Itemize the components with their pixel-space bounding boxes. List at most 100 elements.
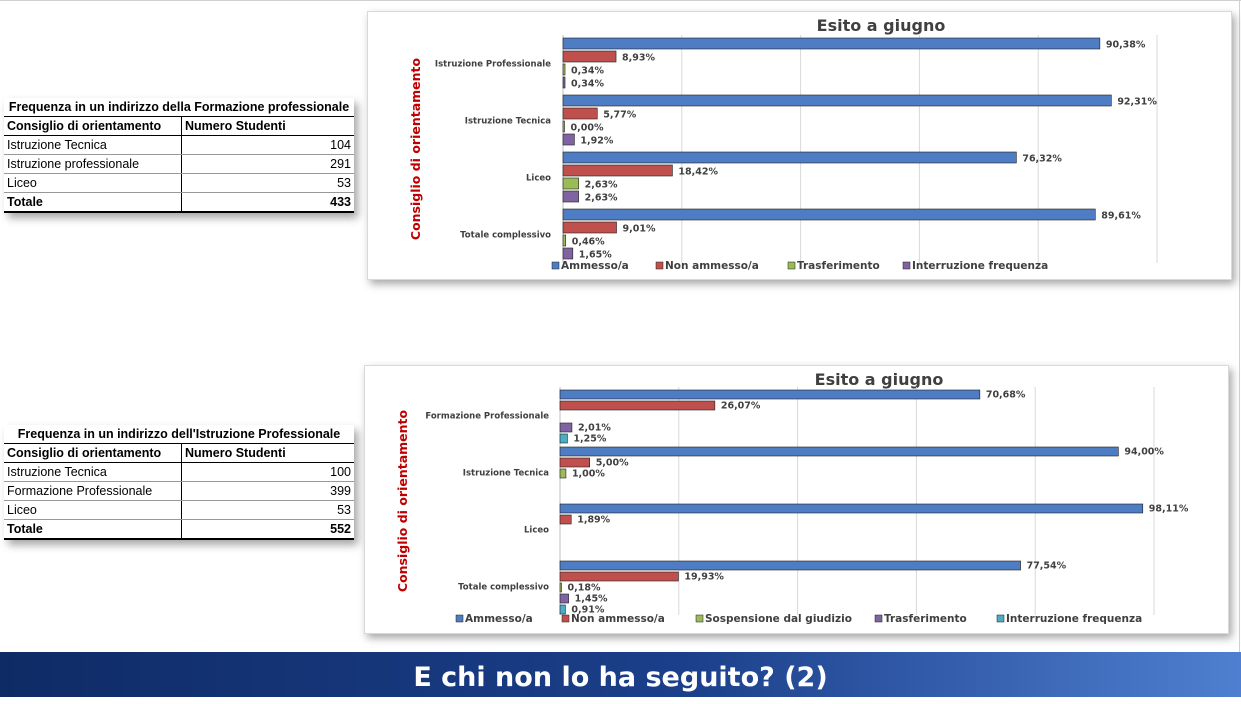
legend-label: Ammesso/a [465,613,533,625]
data-label: 1,00% [572,469,605,480]
category-label: Istruzione Professionale [435,60,551,70]
legend-label: Non ammesso/a [665,260,759,272]
bar-interruzione-frequenza [562,76,566,89]
data-label: 0,91% [571,605,604,616]
column-header-consiglio: Consiglio di orientamento [4,443,182,463]
legend-label: Ammesso/a [561,260,629,272]
bar-sospensione-dal-giudizio [559,582,562,593]
table-row: Liceo 53 [4,500,354,520]
bar-ammesso-a [559,389,981,400]
bar-trasferimento [562,63,566,76]
legend-label: Non ammesso/a [571,613,665,625]
table-total-row: Totale 552 [4,519,354,540]
data-label: 2,01% [578,423,611,434]
bar-ammesso-a [559,503,1144,514]
bar-non-ammesso-a [562,50,617,63]
chart-esito-formazione: Esito a giugno Consiglio di orientamento I… [367,11,1232,280]
table-row: Formazione Professionale 399 [4,481,354,501]
bar-non-ammesso-a [559,514,572,525]
legend-swatch-interruzione-frequenza [902,261,911,270]
row-label: Liceo [4,173,182,193]
row-value: 53 [181,173,354,193]
table-row: Istruzione Tecnica 100 [4,462,354,482]
slide-title: E chi non lo ha seguito? (2) [413,662,828,693]
bar-non-ammesso-a [559,400,716,411]
row-label: Formazione Professionale [4,481,182,501]
legend-swatch-interruzione-frequenza [996,614,1005,623]
column-header-numero: Numero Studenti [181,116,354,136]
row-value: 291 [181,154,354,174]
data-label: 2,63% [585,180,618,191]
category-label: Totale complessivo [460,231,551,241]
data-label: 8,93% [622,53,655,64]
bar-trasferimento [562,234,567,247]
data-label: 89,61% [1101,211,1141,222]
data-label: 94,00% [1124,447,1164,458]
table-total-row: Totale 433 [4,192,354,213]
slide-top-border [0,0,1241,1]
bar-interruzione-frequenza [562,247,574,260]
data-label: 1,92% [580,136,613,147]
data-label: 0,18% [568,583,601,594]
bar-sospensione-dal-giudizio [559,468,567,479]
legend-swatch-trasferimento [874,614,883,623]
bar-trasferimento [559,593,569,604]
bar-non-ammesso-a [562,221,617,234]
column-header-consiglio: Consiglio di orientamento [4,116,182,136]
table-row: Istruzione professionale 291 [4,154,354,174]
data-label: 19,93% [684,572,724,583]
chart-svg: Esito a giugno Consiglio di orientamento F… [395,370,1189,625]
frequency-table-istruzione-professionale: Frequenza in un indirizzo dell'Istruzion… [4,425,354,540]
bar-non-ammesso-a [559,571,679,582]
chart-title: Esito a giugno [817,16,946,35]
bar-ammesso-a [559,446,1119,457]
data-label: 1,89% [577,515,610,526]
bar-ammesso-a [559,560,1021,571]
legend-swatch-ammesso-a [551,261,560,270]
legend-swatch-trasferimento [787,261,796,270]
legend-label: Sospensione dal giudizio [705,613,852,625]
legend-label: Trasferimento [797,260,880,272]
bar-ammesso-a [562,94,1112,107]
data-label: 90,38% [1106,40,1146,51]
row-label: Istruzione Tecnica [4,135,182,155]
frequency-table-formazione: Frequenza in un indirizzo della Formazio… [4,98,354,213]
legend-swatch-ammesso-a [455,614,464,623]
table-title: Frequenza in un indirizzo della Formazio… [4,98,354,117]
bar-interruzione-frequenza [559,604,566,615]
data-label: 18,42% [678,167,718,178]
data-label: 5,77% [603,110,636,121]
data-label: 70,68% [986,390,1026,401]
footer-banner: E chi non lo ha seguito? (2) [0,652,1241,697]
bar-trasferimento [562,177,579,190]
category-label: Formazione Professionale [425,412,549,422]
legend-swatch-non-ammesso-a [561,614,570,623]
total-value: 552 [181,519,354,540]
data-label: 1,65% [579,250,612,261]
column-header-numero: Numero Studenti [181,443,354,463]
table-row: Liceo 53 [4,173,354,193]
row-label: Liceo [4,500,182,520]
data-label: 76,32% [1022,154,1062,165]
bar-interruzione-frequenza [562,190,579,203]
data-label: 2,63% [585,193,618,204]
category-label: Istruzione Tecnica [465,117,551,127]
category-label: Liceo [524,526,549,536]
bar-interruzione-frequenza [559,433,568,444]
chart-title: Esito a giugno [815,370,944,389]
legend-swatch-non-ammesso-a [655,261,664,270]
data-label: 1,25% [573,434,606,445]
chart-svg: Esito a giugno Consiglio di orientamento I… [408,16,1158,272]
bar-interruzione-frequenza [562,133,575,146]
data-label: 77,54% [1027,561,1067,572]
data-label: 0,46% [572,237,605,248]
table-title: Frequenza in un indirizzo dell'Istruzion… [4,425,354,444]
y-axis-title: Consiglio di orientamento [408,57,423,240]
data-label: 0,34% [571,79,604,90]
row-value: 53 [181,500,354,520]
category-label: Liceo [526,174,551,184]
bar-non-ammesso-a [562,107,598,120]
row-value: 399 [181,481,354,501]
data-label: 98,11% [1149,504,1189,515]
total-value: 433 [181,192,354,213]
